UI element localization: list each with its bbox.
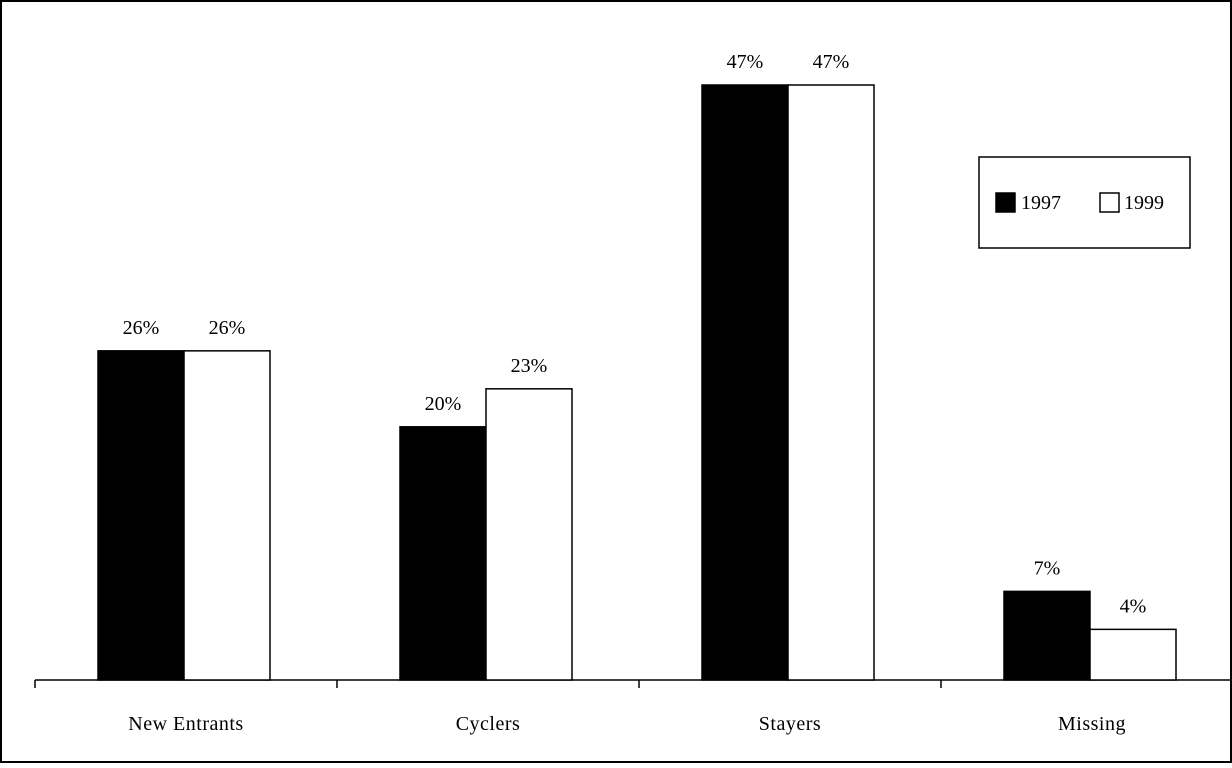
bar-missing-1997 — [1003, 590, 1091, 681]
bar-new-entrants-1997 — [97, 350, 185, 681]
category-label: New Entrants — [128, 713, 243, 735]
data-label: 7% — [1034, 557, 1061, 579]
data-label: 47% — [813, 51, 850, 73]
axis-ticks — [34, 680, 942, 688]
data-label: 4% — [1120, 595, 1147, 617]
data-label: 26% — [123, 317, 160, 339]
legend: 1997 1999 — [978, 156, 1191, 249]
legend-label-1999: 1999 — [1124, 192, 1164, 214]
bars-group — [97, 84, 1177, 681]
legend-swatch-1999 — [1099, 192, 1120, 213]
bar-missing-1999 — [1089, 628, 1177, 681]
data-label: 26% — [209, 317, 246, 339]
category-labels-group: New Entrants Cyclers Stayers Missing — [128, 713, 1126, 735]
data-label: 47% — [727, 51, 764, 73]
category-label: Stayers — [759, 713, 821, 735]
bar-new-entrants-1999 — [183, 350, 271, 681]
data-labels-group: 26% 26% 20% 23% 47% 47% 7% 4% — [123, 51, 1147, 617]
category-label: Missing — [1058, 713, 1126, 735]
bar-stayers-1999 — [787, 84, 875, 681]
bar-cyclers-1997 — [399, 426, 487, 681]
legend-swatch-1997 — [995, 192, 1016, 213]
bar-cyclers-1999 — [485, 388, 573, 681]
bar-stayers-1997 — [701, 84, 789, 681]
data-label: 20% — [425, 393, 462, 415]
data-label: 23% — [511, 355, 548, 377]
legend-label-1997: 1997 — [1021, 192, 1061, 214]
category-label: Cyclers — [456, 713, 521, 735]
